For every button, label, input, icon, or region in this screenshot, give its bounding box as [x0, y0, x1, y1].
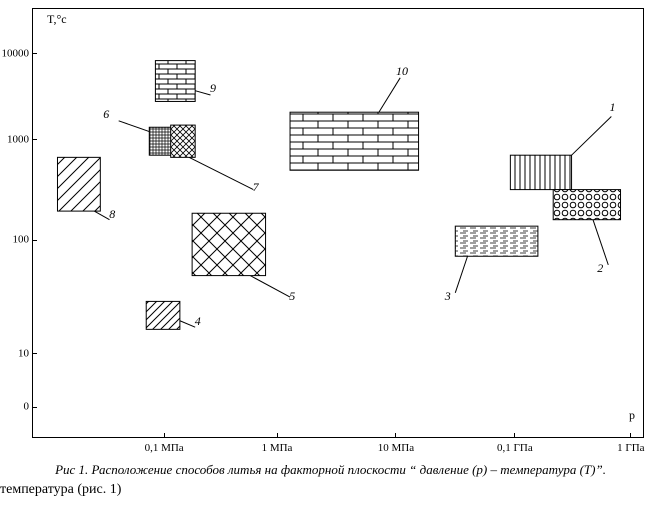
region-label-3: 3 [445, 290, 451, 302]
page: { "axes": { "y_title": "T,°с", "y_title_… [0, 0, 661, 511]
y-tick-label: 10000 [2, 48, 34, 59]
region-box-10 [290, 112, 419, 170]
region-label-9: 9 [210, 82, 216, 94]
region-box-2 [553, 190, 620, 220]
region-label-6: 6 [103, 108, 109, 120]
region-label-5: 5 [289, 290, 295, 302]
x-tick-label: 0,1 ГПа [497, 437, 533, 454]
leader-line [593, 220, 608, 265]
region-label-2: 2 [597, 262, 603, 274]
figure-caption: Рис 1. Расположение способов литья на фа… [0, 462, 661, 478]
y-tick-label: 10 [18, 348, 33, 359]
x-tick-label: 1 ГПа [617, 437, 644, 454]
trailing-text: температура (рис. 1) [0, 482, 121, 498]
x-tick-label: 10 МПа [378, 437, 414, 454]
x-tick-label: 0,1 МПа [145, 437, 184, 454]
leader-line [195, 91, 210, 95]
x-tick-label: 1 МПа [262, 437, 293, 454]
region-box-9 [155, 61, 195, 102]
region-box-8 [57, 157, 100, 211]
region-box-7 [171, 125, 195, 157]
region-label-4: 4 [195, 315, 201, 327]
region-box-4 [146, 301, 180, 329]
region-box-5 [192, 213, 265, 275]
region-box-1 [510, 155, 571, 189]
leader-line [189, 157, 253, 189]
plot-svg [33, 9, 645, 439]
leader-line [572, 117, 612, 156]
region-label-8: 8 [109, 208, 115, 220]
leader-line [94, 211, 109, 220]
region-box-3 [455, 226, 538, 256]
leader-line [250, 276, 290, 298]
region-label-1: 1 [610, 101, 616, 113]
leader-line [455, 256, 467, 293]
region-label-10: 10 [396, 65, 408, 77]
y-tick-label: 0 [24, 402, 34, 413]
plot-area: T,°ср0101001000100000,1 МПа1 МПа10 МПа0,… [32, 8, 644, 438]
leader-line [119, 121, 150, 132]
y-tick-label: 1000 [7, 134, 33, 145]
leader-line [180, 321, 195, 327]
y-tick-label: 100 [13, 235, 34, 246]
region-label-7: 7 [253, 181, 259, 193]
